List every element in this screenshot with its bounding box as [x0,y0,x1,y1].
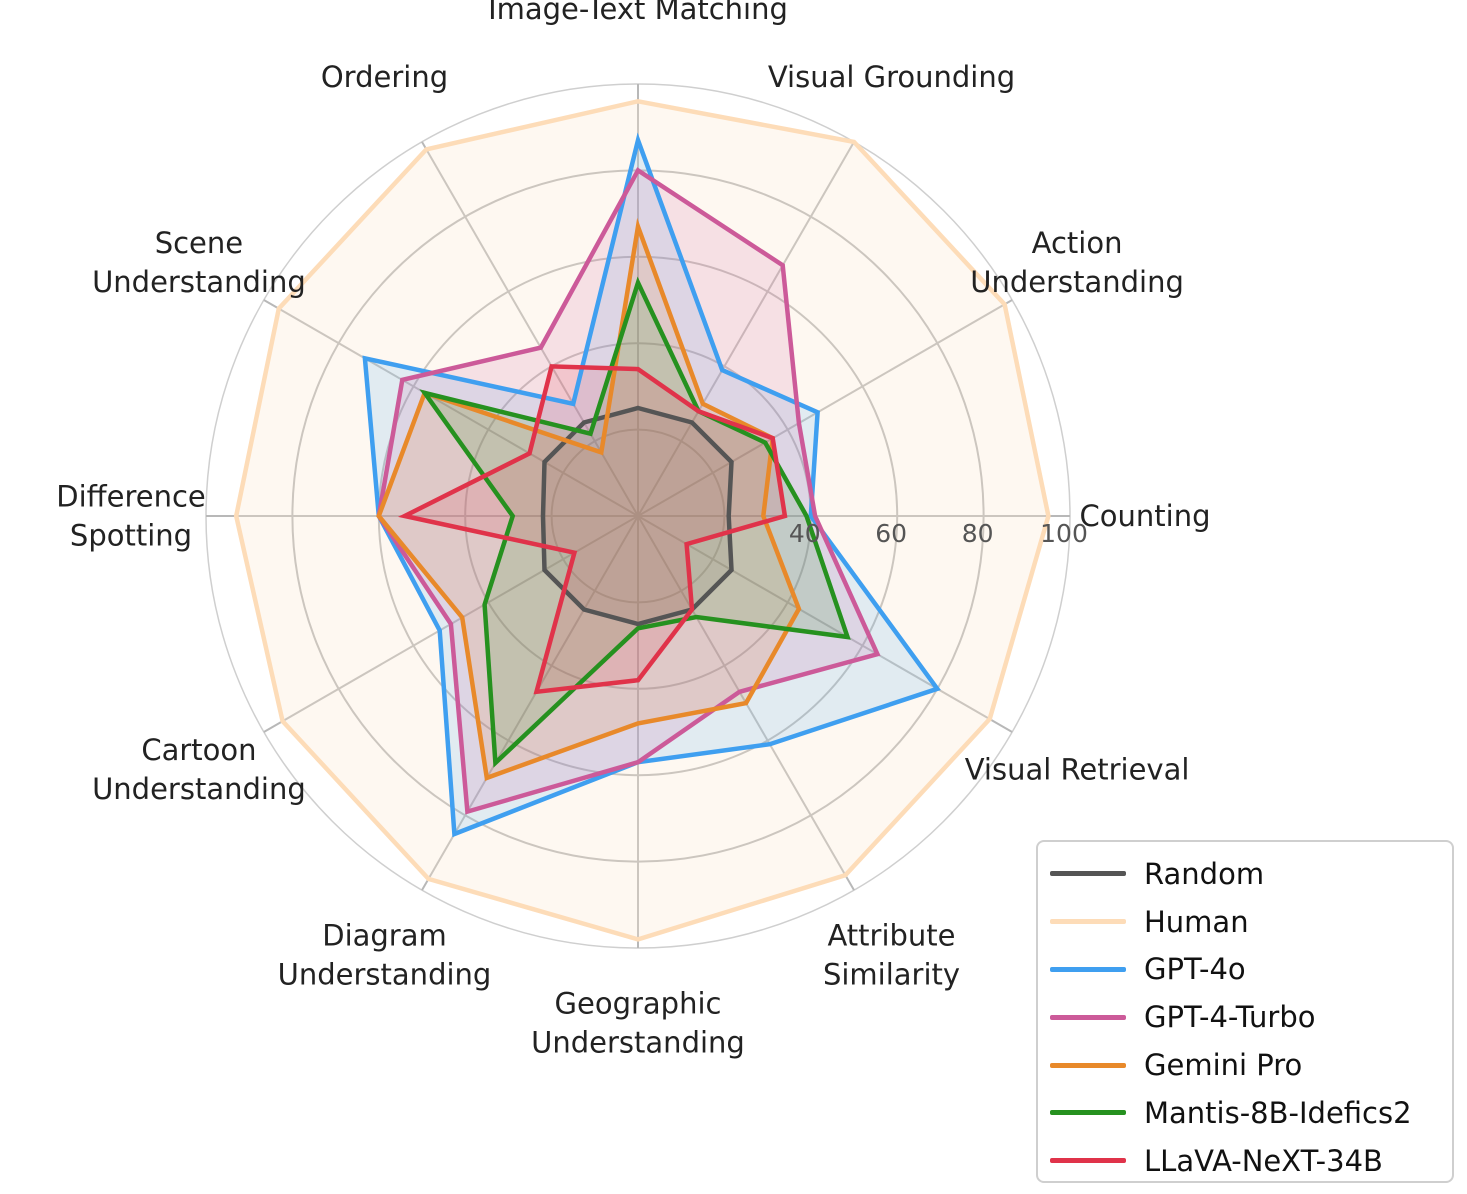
spoke-2 [637,299,1013,517]
legend-swatch-mantis-8b-idefics2 [1050,1110,1126,1116]
axis-label-difference-spotting: Difference Spotting [56,480,206,553]
series-fills [236,101,1049,940]
axis-label-geographic-understanding: Geographic Understanding [531,987,745,1060]
axis-label-action-understanding: Action Understanding [970,226,1184,299]
series-fill-gemini-pro [378,226,799,778]
spoke-7 [421,515,639,891]
legend-swatch-llava-next-34b [1050,1158,1126,1164]
legend-item-gpt-4-turbo: GPT-4-Turbo [1038,993,1452,1041]
series-fill-human [236,101,1049,940]
legend-swatch-gpt-4o [1050,966,1126,972]
spoke-1 [637,141,855,517]
legend-label-human: Human [1144,904,1249,939]
legend-label-random: Random [1144,856,1265,891]
series-fill-gpt-4o [364,140,938,834]
axis-label-ordering: Ordering [321,60,448,94]
legend-swatch-gemini-pro [1050,1062,1126,1068]
axis-label-image-text-matching: Image-Text Matching [488,0,788,26]
legend-item-gemini-pro: Gemini Pro [1038,1041,1452,1089]
tick-label-40: 40 [789,519,821,548]
axis-label-attribute-similarity: Attribute Similarity [823,919,960,992]
series-line-gpt-4-turbo [376,167,881,815]
axis-label-scene-understanding: Scene Understanding [92,226,306,299]
series-line-human [233,99,1051,942]
radar-grid [205,83,1071,949]
legend-label-gemini-pro: Gemini Pro [1144,1048,1303,1083]
axis-label-visual-retrieval: Visual Retrieval [965,753,1190,787]
legend-swatch-gpt-4-turbo [1050,1014,1126,1020]
axis-labels: Image-Text Matching Visual Grounding Actio… [56,0,1210,1060]
axis-label-counting: Counting [1080,499,1211,533]
series-fill-random [543,408,732,624]
legend-swatch-random [1050,871,1126,877]
legend-item-human: Human [1038,898,1452,946]
series-line-random [540,405,734,627]
legend-swatch-human [1050,919,1126,925]
axis-label-diagram-understanding: Diagram Understanding [278,919,492,992]
legend-item-mantis-8b-idefics2: Mantis-8B-Idefics2 [1038,1089,1452,1137]
legend-label-gpt-4-turbo: GPT-4-Turbo [1144,1000,1316,1035]
legend-label-gpt-4o: GPT-4o [1144,952,1246,987]
series-fill-gpt-4-turbo [378,170,878,812]
legend-label-llava-next-34b: LLaVA-NeXT-34B [1144,1143,1383,1178]
legend-item-random: Random [1038,850,1452,898]
series-lines [233,99,1051,942]
legend-item-llava-next-34b: LLaVA-NeXT-34B [1038,1137,1452,1185]
tick-label-60: 60 [875,519,907,548]
spoke-4 [637,515,1013,733]
axis-label-visual-grounding: Visual Grounding [768,60,1015,94]
spoke-10 [263,299,639,517]
series-line-mantis-8b-idefics2 [419,276,851,768]
series-line-llava-next-34b [397,364,788,695]
legend-label-mantis-8b-idefics2: Mantis-8B-Idefics2 [1144,1095,1412,1130]
series-fill-mantis-8b-idefics2 [424,282,848,763]
legend: Random Human GPT-4o GPT-4-Turbo Gemini Pro Ma… [1036,840,1454,1183]
tick-label-100: 100 [1040,519,1088,548]
tick-label-80: 80 [962,519,994,548]
legend-item-gpt-4o: GPT-4o [1038,946,1452,994]
radial-tick-labels: 40 60 80 100 [789,519,1088,548]
axis-label-cartoon-understanding: Cartoon Understanding [92,733,306,806]
